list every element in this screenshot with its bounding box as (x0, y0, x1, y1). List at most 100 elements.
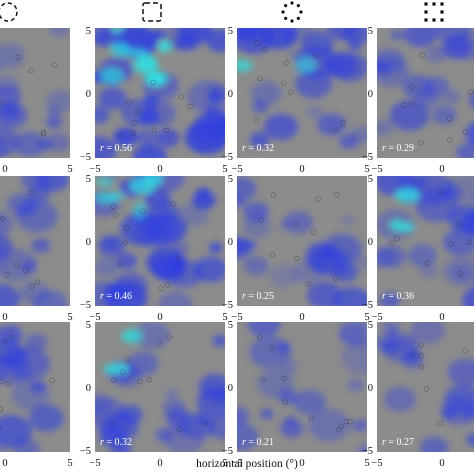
heatmap-blob (155, 428, 173, 442)
stimulus-ring (293, 222, 299, 228)
correlation-label: r = 0.36 (382, 291, 414, 302)
stimulus-ring (293, 255, 300, 262)
heatmap-blob (269, 264, 299, 288)
stimulus-ring (438, 189, 444, 196)
stimulus-ring (40, 129, 47, 135)
heatmap-blob (0, 135, 10, 158)
heatmap-blob (400, 352, 425, 371)
stimulus-ring (110, 203, 116, 210)
stimulus-ring (49, 377, 55, 384)
heatmap-blob (377, 247, 395, 268)
stimulus-ring (418, 363, 425, 370)
heatmap-panel: r = 0.25−5 0 550−5 (222, 174, 370, 323)
tick-label-plus5: 5 (222, 312, 227, 323)
tick-label-zero: 0 (439, 458, 444, 469)
stimulus-rings (110, 200, 182, 291)
stimulus-rings (389, 189, 472, 277)
heatmap-blob (280, 359, 299, 374)
heatmap-blobs (377, 176, 474, 306)
heatmap-blob (98, 87, 127, 110)
heatmap-blob (0, 283, 20, 306)
heatmap-blob (0, 43, 26, 69)
stimulus-ring (409, 83, 416, 90)
heatmap-blob (407, 244, 438, 267)
heatmap-blob (100, 235, 121, 251)
heatmap-blob (283, 211, 314, 234)
heatmap-blob (306, 242, 335, 265)
stimulus-rings (401, 52, 474, 146)
heatmap-hotspot (103, 363, 129, 374)
heatmap-blob (414, 188, 459, 223)
stimulus-ring (51, 62, 58, 68)
heatmap-blob (237, 177, 257, 201)
stimulus-ring (126, 99, 132, 105)
heatmap-blob (180, 412, 216, 439)
heatmap-blob (352, 419, 367, 432)
stimulus-ring (254, 40, 260, 46)
heatmap-blob (243, 239, 257, 251)
heatmap-blob (338, 322, 367, 347)
heatmap-blob (317, 113, 347, 136)
heatmap-blob (144, 189, 171, 211)
stimulus-ring (29, 283, 35, 290)
stimulus-ring (123, 224, 130, 231)
y-tick-zero: 0 (368, 237, 373, 248)
stimulus-ring (13, 263, 20, 269)
heatmap-blob (332, 262, 358, 283)
heatmap-blob (450, 264, 472, 281)
heatmap-blob (282, 28, 314, 41)
y-tick-minus5: −5 (222, 300, 233, 311)
stimulus-ring (117, 131, 124, 138)
stimulus-ring (456, 222, 463, 228)
tick-label-plus5: 5 (222, 458, 227, 469)
tick-label-plus5: 5 (364, 458, 369, 469)
heatmap-blob (208, 242, 223, 253)
tick-label-plus5: 5 (67, 312, 72, 323)
heatmap-blob (136, 129, 157, 145)
heatmap-blob (31, 238, 51, 253)
heatmap-hotspot (146, 72, 165, 86)
stimulus-ring (170, 200, 176, 207)
stimulus-ring (253, 117, 260, 123)
y-tick-zero: 0 (368, 89, 373, 100)
tick-label-zero: 0 (299, 312, 304, 323)
stimulus-ring (437, 420, 443, 427)
x-axis-label: horizontal position (°) (196, 458, 298, 470)
heatmap-blob (0, 211, 13, 237)
heatmap-hotspot (111, 28, 124, 35)
heatmap-blob (247, 322, 281, 337)
correlation-label: r = 0.29 (382, 143, 414, 154)
tick-label-minus5: −5 (89, 164, 100, 175)
heatmap-hotspot (132, 58, 159, 75)
heatmap-blobs (0, 324, 64, 452)
heatmap-blob (0, 249, 9, 272)
heatmap-hotspot (95, 177, 114, 187)
heatmap-blob (116, 253, 138, 270)
stimulus-ring (260, 376, 267, 383)
heatmap-blob (381, 322, 401, 334)
heatmap-blob (237, 422, 259, 451)
heatmap-hotspot (237, 59, 253, 72)
stimulus-ring (411, 351, 417, 357)
stimulus-ring (256, 335, 263, 341)
heatmap-blob (306, 106, 323, 119)
heatmap-blob (12, 131, 47, 157)
heatmap-blob (292, 259, 326, 285)
tick-label-zero: 0 (157, 312, 162, 323)
tick-label-zero: 0 (299, 458, 304, 469)
tick-label-minus5: −5 (371, 164, 382, 175)
stimulus-ring (418, 139, 424, 146)
y-tick-plus5: 5 (86, 320, 91, 331)
heatmap-blob (29, 380, 47, 394)
square-dots-grid-icon (424, 2, 444, 22)
stimulus-ring (334, 191, 340, 198)
heatmap-hotspot (110, 42, 130, 56)
stimulus-ring (40, 131, 47, 137)
tick-label-zero: 0 (157, 164, 162, 175)
stimulus-ring (313, 52, 319, 59)
y-tick-plus5: 5 (368, 26, 373, 37)
stimulus-rings (0, 334, 55, 431)
